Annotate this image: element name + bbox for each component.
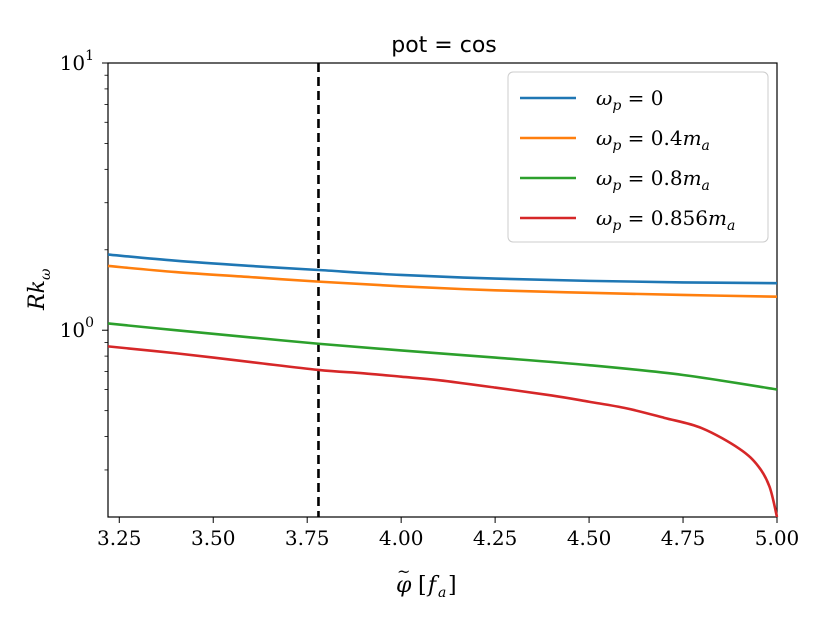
plot-area [107, 62, 778, 518]
x-axis-label-a: a [438, 585, 446, 601]
legend: ωp = 0 ωp = 0.4ma ωp = 0.8ma ωp = 0.856ma [507, 71, 769, 243]
x-axis-label-tilde: ~ [397, 562, 410, 581]
y-axis: 100 101 [60, 48, 108, 471]
x-axis-label: φ ~ [ f a ] [396, 562, 457, 601]
legend-label-3: ωp = 0.8ma [596, 166, 710, 194]
y-tick-label: 101 [60, 48, 94, 75]
legend-label-4: ωp = 0.856ma [596, 206, 735, 234]
series-line-1 [107, 253, 778, 285]
series-line-3 [107, 322, 778, 391]
series-line-4 [107, 345, 779, 518]
x-axis-label-symbol: φ [396, 573, 412, 598]
x-axis-label-bracket-close: ] [448, 573, 457, 598]
x-axis-label-bracket-open: [ [418, 573, 427, 598]
legend-label-1: ωp = 0 [596, 86, 663, 114]
x-tick-label: 5.00 [755, 526, 800, 550]
x-tick-label: 3.25 [97, 526, 142, 550]
x-tick-label: 4.75 [661, 526, 706, 550]
x-tick-label: 4.00 [379, 526, 424, 550]
x-tick-label: 4.50 [567, 526, 612, 550]
series-line-2 [107, 264, 778, 298]
chart-title: pot = cos [391, 33, 497, 58]
x-tick-label: 3.50 [191, 526, 236, 550]
y-axis-label-omega: ω [38, 268, 54, 280]
x-axis: 3.25 3.50 3.75 4.00 4.25 4.50 4.75 5.00 [97, 517, 799, 550]
x-tick-label: 4.25 [473, 526, 518, 550]
series-layer [107, 253, 779, 518]
legend-box [507, 71, 769, 243]
legend-label-2: ωp = 0.4ma [596, 126, 710, 154]
y-tick-label: 100 [60, 315, 94, 342]
y-axis-label-rk: Rk [25, 280, 50, 311]
y-axis-label: Rk ω [25, 268, 54, 311]
x-tick-label: 3.75 [285, 526, 330, 550]
